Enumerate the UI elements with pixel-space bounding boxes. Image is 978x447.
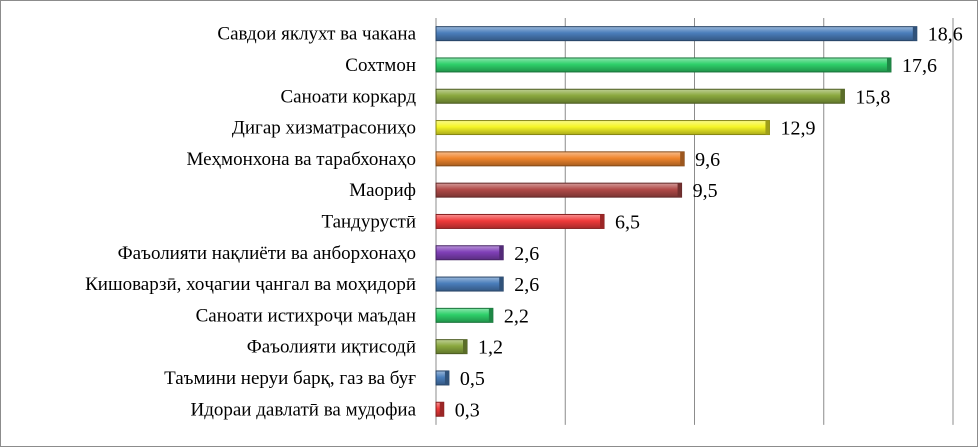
category-label-12: Идораи давлатӣ ва мудофиа [190, 399, 416, 420]
category-label-10: Фаъолияти иқтисодӣ [247, 337, 416, 358]
category-label-0: Савдои яклухт ва чакана [217, 24, 416, 45]
bar-cap-1 [886, 57, 891, 72]
value-label-2: 15,8 [855, 86, 890, 108]
bar-10 [435, 339, 468, 355]
value-label-9: 2,2 [504, 305, 529, 327]
value-label-10: 1,2 [478, 337, 503, 359]
bar-2 [435, 88, 845, 104]
bar-cap-8 [499, 277, 504, 292]
category-label-4: Меҳмонхона ва тарабхонаҳо [186, 149, 416, 170]
bar-7 [435, 245, 504, 261]
bar-8 [435, 276, 504, 292]
value-label-4: 9,6 [695, 149, 720, 171]
value-label-5: 9,5 [693, 180, 718, 202]
value-label-11: 0,5 [460, 368, 485, 390]
bar-cap-4 [680, 151, 685, 166]
bar-cap-6 [600, 214, 605, 229]
bar-cap-2 [840, 89, 845, 104]
bar-cap-10 [463, 339, 468, 354]
category-label-9: Саноати истихроҷи маъдан [196, 305, 416, 326]
bar-cap-9 [488, 308, 493, 323]
value-label-1: 17,6 [902, 55, 937, 77]
category-label-6: Тандурустӣ [321, 211, 416, 232]
value-label-7: 2,6 [514, 243, 539, 265]
bar-cap-11 [444, 370, 449, 385]
bar-0 [435, 26, 918, 42]
category-label-2: Саноати коркард [281, 86, 417, 107]
bar-cap-0 [912, 26, 917, 41]
category-label-7: Фаъолияти нақлиёти ва анборхонаҳо [118, 243, 416, 264]
category-label-3: Дигар хизматрасониҳо [232, 118, 416, 139]
bar-cap-7 [499, 245, 504, 260]
category-label-1: Сохтмон [345, 55, 416, 76]
bar-cap-3 [765, 120, 770, 135]
bar-3 [435, 120, 770, 136]
category-label-8: Кишоварзӣ, хоҷагии ҷангал ва моҳидорӣ [85, 274, 416, 295]
category-label-5: Маориф [349, 180, 416, 201]
bar-1 [435, 57, 892, 73]
bar-4 [435, 151, 685, 167]
value-label-12: 0,3 [455, 399, 480, 421]
value-label-0: 18,6 [928, 24, 963, 46]
bar-5 [435, 182, 683, 198]
category-label-11: Таъмини неруи барқ, газ ва буғ [164, 368, 416, 389]
bar-cap-5 [677, 183, 682, 198]
bar-6 [435, 213, 605, 229]
bar-cap-12 [439, 402, 444, 417]
value-label-3: 12,9 [780, 118, 815, 140]
value-label-6: 6,5 [615, 211, 640, 233]
bar-9 [435, 307, 494, 323]
value-label-8: 2,6 [514, 274, 539, 296]
